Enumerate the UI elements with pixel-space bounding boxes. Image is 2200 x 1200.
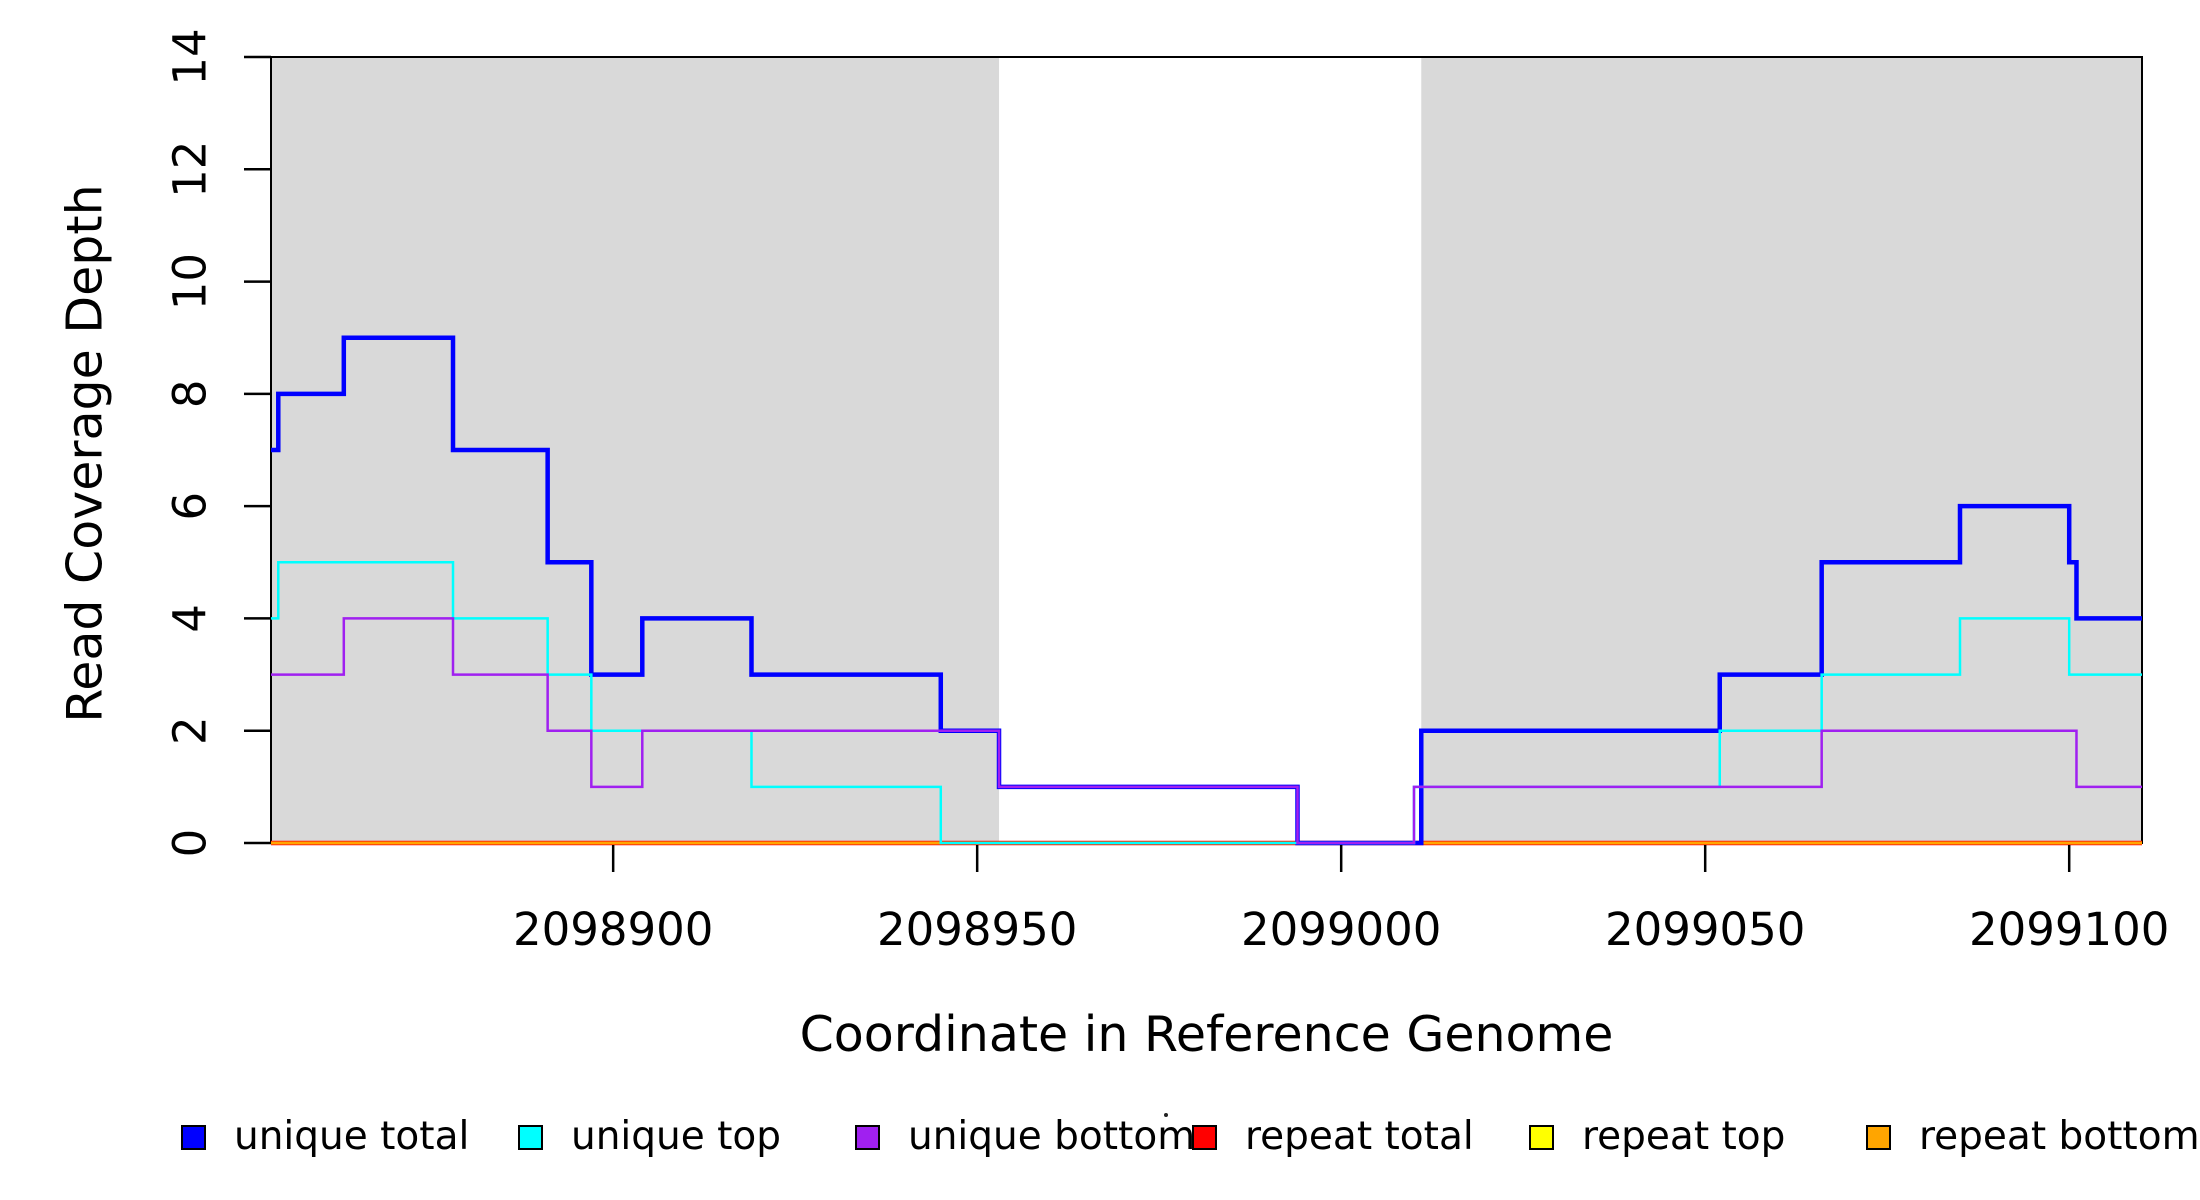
legend-item-repeat-total: repeat total <box>1192 1114 1474 1159</box>
legend-label: repeat total <box>1245 1114 1474 1159</box>
legend-swatch-icon <box>1192 1124 1217 1150</box>
y-axis: 0 2 4 6 8 10 12 14 <box>164 28 271 858</box>
stray-dot-artifact <box>1164 1113 1168 1117</box>
y-axis-title: Read Coverage Depth <box>56 184 114 723</box>
shaded-region <box>1421 57 2142 843</box>
legend-label: unique total <box>234 1114 470 1159</box>
y-tick-label: 6 <box>164 492 217 521</box>
legend-swatch-icon <box>855 1124 880 1150</box>
x-tick-label: 2098950 <box>877 903 1077 956</box>
x-tick-label: 2098900 <box>513 903 713 956</box>
legend-swatch-icon <box>1529 1124 1554 1150</box>
y-tick-label: 12 <box>164 141 217 198</box>
legend-label: repeat bottom <box>1919 1114 2200 1159</box>
x-tick-label: 2099100 <box>1969 903 2169 956</box>
legend-swatch-icon <box>1866 1124 1891 1150</box>
series-lines <box>271 335 2142 846</box>
x-axis: 2098900 2098950 2099000 2099050 2099100 <box>513 845 2169 956</box>
y-tick-label: 0 <box>164 829 217 858</box>
x-axis-title: Coordinate in Reference Genome <box>799 1006 1614 1063</box>
legend-item-unique-bottom: unique bottom <box>855 1114 1196 1159</box>
y-tick-label: 8 <box>164 380 217 409</box>
legend-item-unique-total: unique total <box>181 1114 470 1159</box>
y-tick-label: 10 <box>164 253 217 310</box>
x-tick-label: 2099050 <box>1605 903 1805 956</box>
legend-swatch-icon <box>181 1124 206 1150</box>
legend-swatch-icon <box>518 1124 543 1150</box>
legend-label: unique bottom <box>908 1114 1196 1159</box>
legend-label: unique top <box>571 1114 782 1159</box>
legend-item-unique-top: unique top <box>518 1114 782 1159</box>
y-tick-label: 14 <box>164 28 217 85</box>
legend: unique total unique top unique bottom repea… <box>0 1114 2200 1162</box>
shaded-region <box>271 57 1000 843</box>
series-line-unique-bottom <box>271 617 2142 845</box>
x-tick-label: 2099000 <box>1241 903 1441 956</box>
legend-label: repeat top <box>1582 1114 1786 1159</box>
y-tick-label: 2 <box>164 716 217 745</box>
shaded-regions <box>271 57 2142 843</box>
legend-item-repeat-bottom: repeat bottom <box>1866 1114 2200 1159</box>
y-tick-label: 4 <box>164 604 217 633</box>
series-line-unique-top <box>271 561 2142 845</box>
legend-item-repeat-top: repeat top <box>1529 1114 1786 1159</box>
